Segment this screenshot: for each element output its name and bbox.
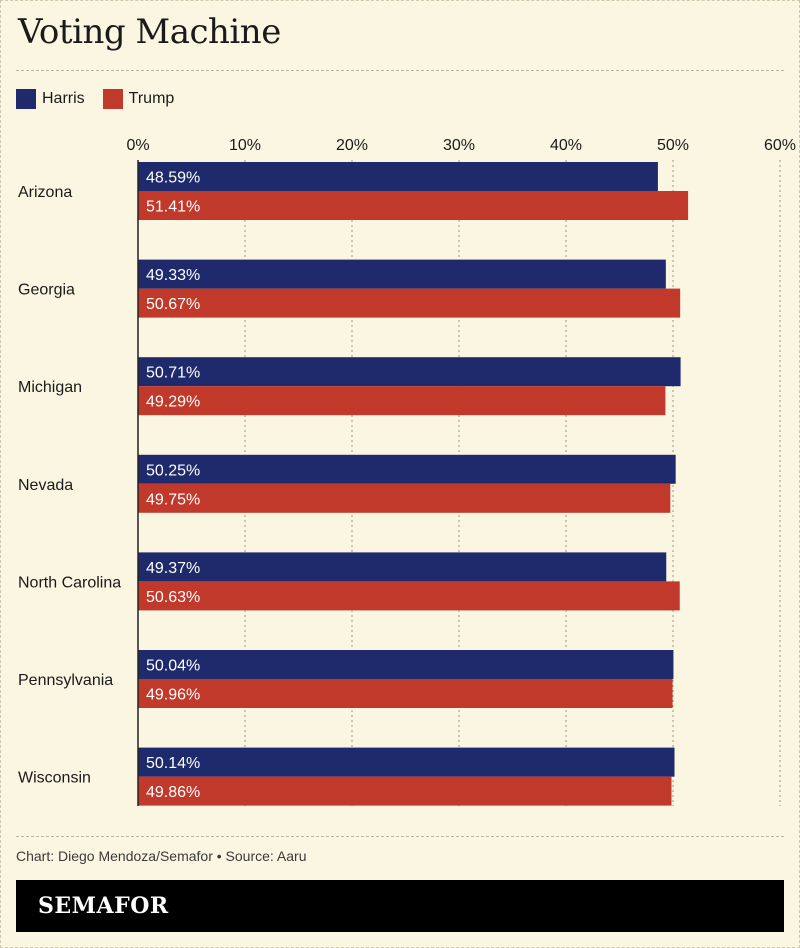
data-label-harris-georgia: 49.33% [146,267,200,284]
bar-trump-pennsylvania [138,679,673,708]
category-label-pennsylvania: Pennsylvania [18,672,113,689]
data-label-trump-north-carolina: 50.63% [146,589,200,606]
bar-harris-nevada [138,454,676,484]
legend-item-harris: Harris [16,89,85,109]
x-tick-label-0: 0% [126,137,149,154]
bar-trump-north-carolina [138,581,680,611]
data-label-harris-pennsylvania: 50.04% [146,658,200,675]
legend: Harris Trump [16,88,182,110]
x-tick-label-30: 30% [443,137,475,154]
legend-item-trump: Trump [102,89,175,109]
bar-harris-michigan [138,357,681,387]
footer-divider [16,836,784,837]
x-tick-label-20: 20% [336,137,368,154]
category-label-nevada: Nevada [18,477,73,494]
bar-harris-wisconsin [138,747,675,777]
data-label-harris-north-carolina: 49.37% [146,560,200,577]
data-label-trump-georgia: 50.67% [146,296,200,313]
bar-trump-georgia [138,288,681,318]
chart-credit: Chart: Diego Mendoza/Semafor • Source: A… [16,848,307,864]
data-label-trump-michigan: 49.29% [146,394,200,411]
data-label-harris-wisconsin: 50.14% [146,755,200,772]
bar-harris-pennsylvania [138,650,674,679]
legend-swatch-harris [16,89,36,109]
category-label-michigan: Michigan [18,379,82,396]
brand-bar: SEMAFOR [16,880,784,932]
category-label-wisconsin: Wisconsin [18,770,91,787]
category-label-georgia: Georgia [18,282,75,299]
x-tick-label-50: 50% [657,137,689,154]
bar-harris-arizona [138,162,658,191]
data-label-harris-michigan: 50.71% [146,365,200,382]
semafor-logo: SEMAFOR [38,893,169,919]
data-label-trump-nevada: 49.75% [146,491,200,508]
data-label-harris-arizona: 48.59% [146,170,200,187]
bar-chart: 0% 10% 20% 30% 40% 50% 60% 48.59% 51.41% Arizona 4… [18,137,796,806]
x-tick-label-60: 60% [764,137,796,154]
data-label-harris-nevada: 50.25% [146,462,200,479]
bar-trump-nevada [138,483,671,513]
data-label-trump-wisconsin: 49.86% [146,784,200,801]
x-tick-label-40: 40% [550,137,582,154]
legend-swatch-trump [102,89,123,109]
data-label-trump-pennsylvania: 49.96% [146,687,200,704]
data-label-trump-arizona: 51.41% [146,199,200,216]
legend-label-harris: Harris [42,90,85,107]
bar-trump-arizona [138,191,689,220]
bar-trump-wisconsin [138,776,672,806]
title-divider [16,70,784,71]
bar-harris-north-carolina [138,552,667,582]
x-tick-label-10: 10% [229,137,261,154]
legend-label-trump: Trump [128,90,175,107]
bar-trump-michigan [138,386,666,416]
chart-title: Voting Machine [18,12,281,52]
category-label-north-carolina: North Carolina [18,574,121,591]
bar-harris-georgia [138,259,666,289]
category-label-arizona: Arizona [18,184,72,201]
